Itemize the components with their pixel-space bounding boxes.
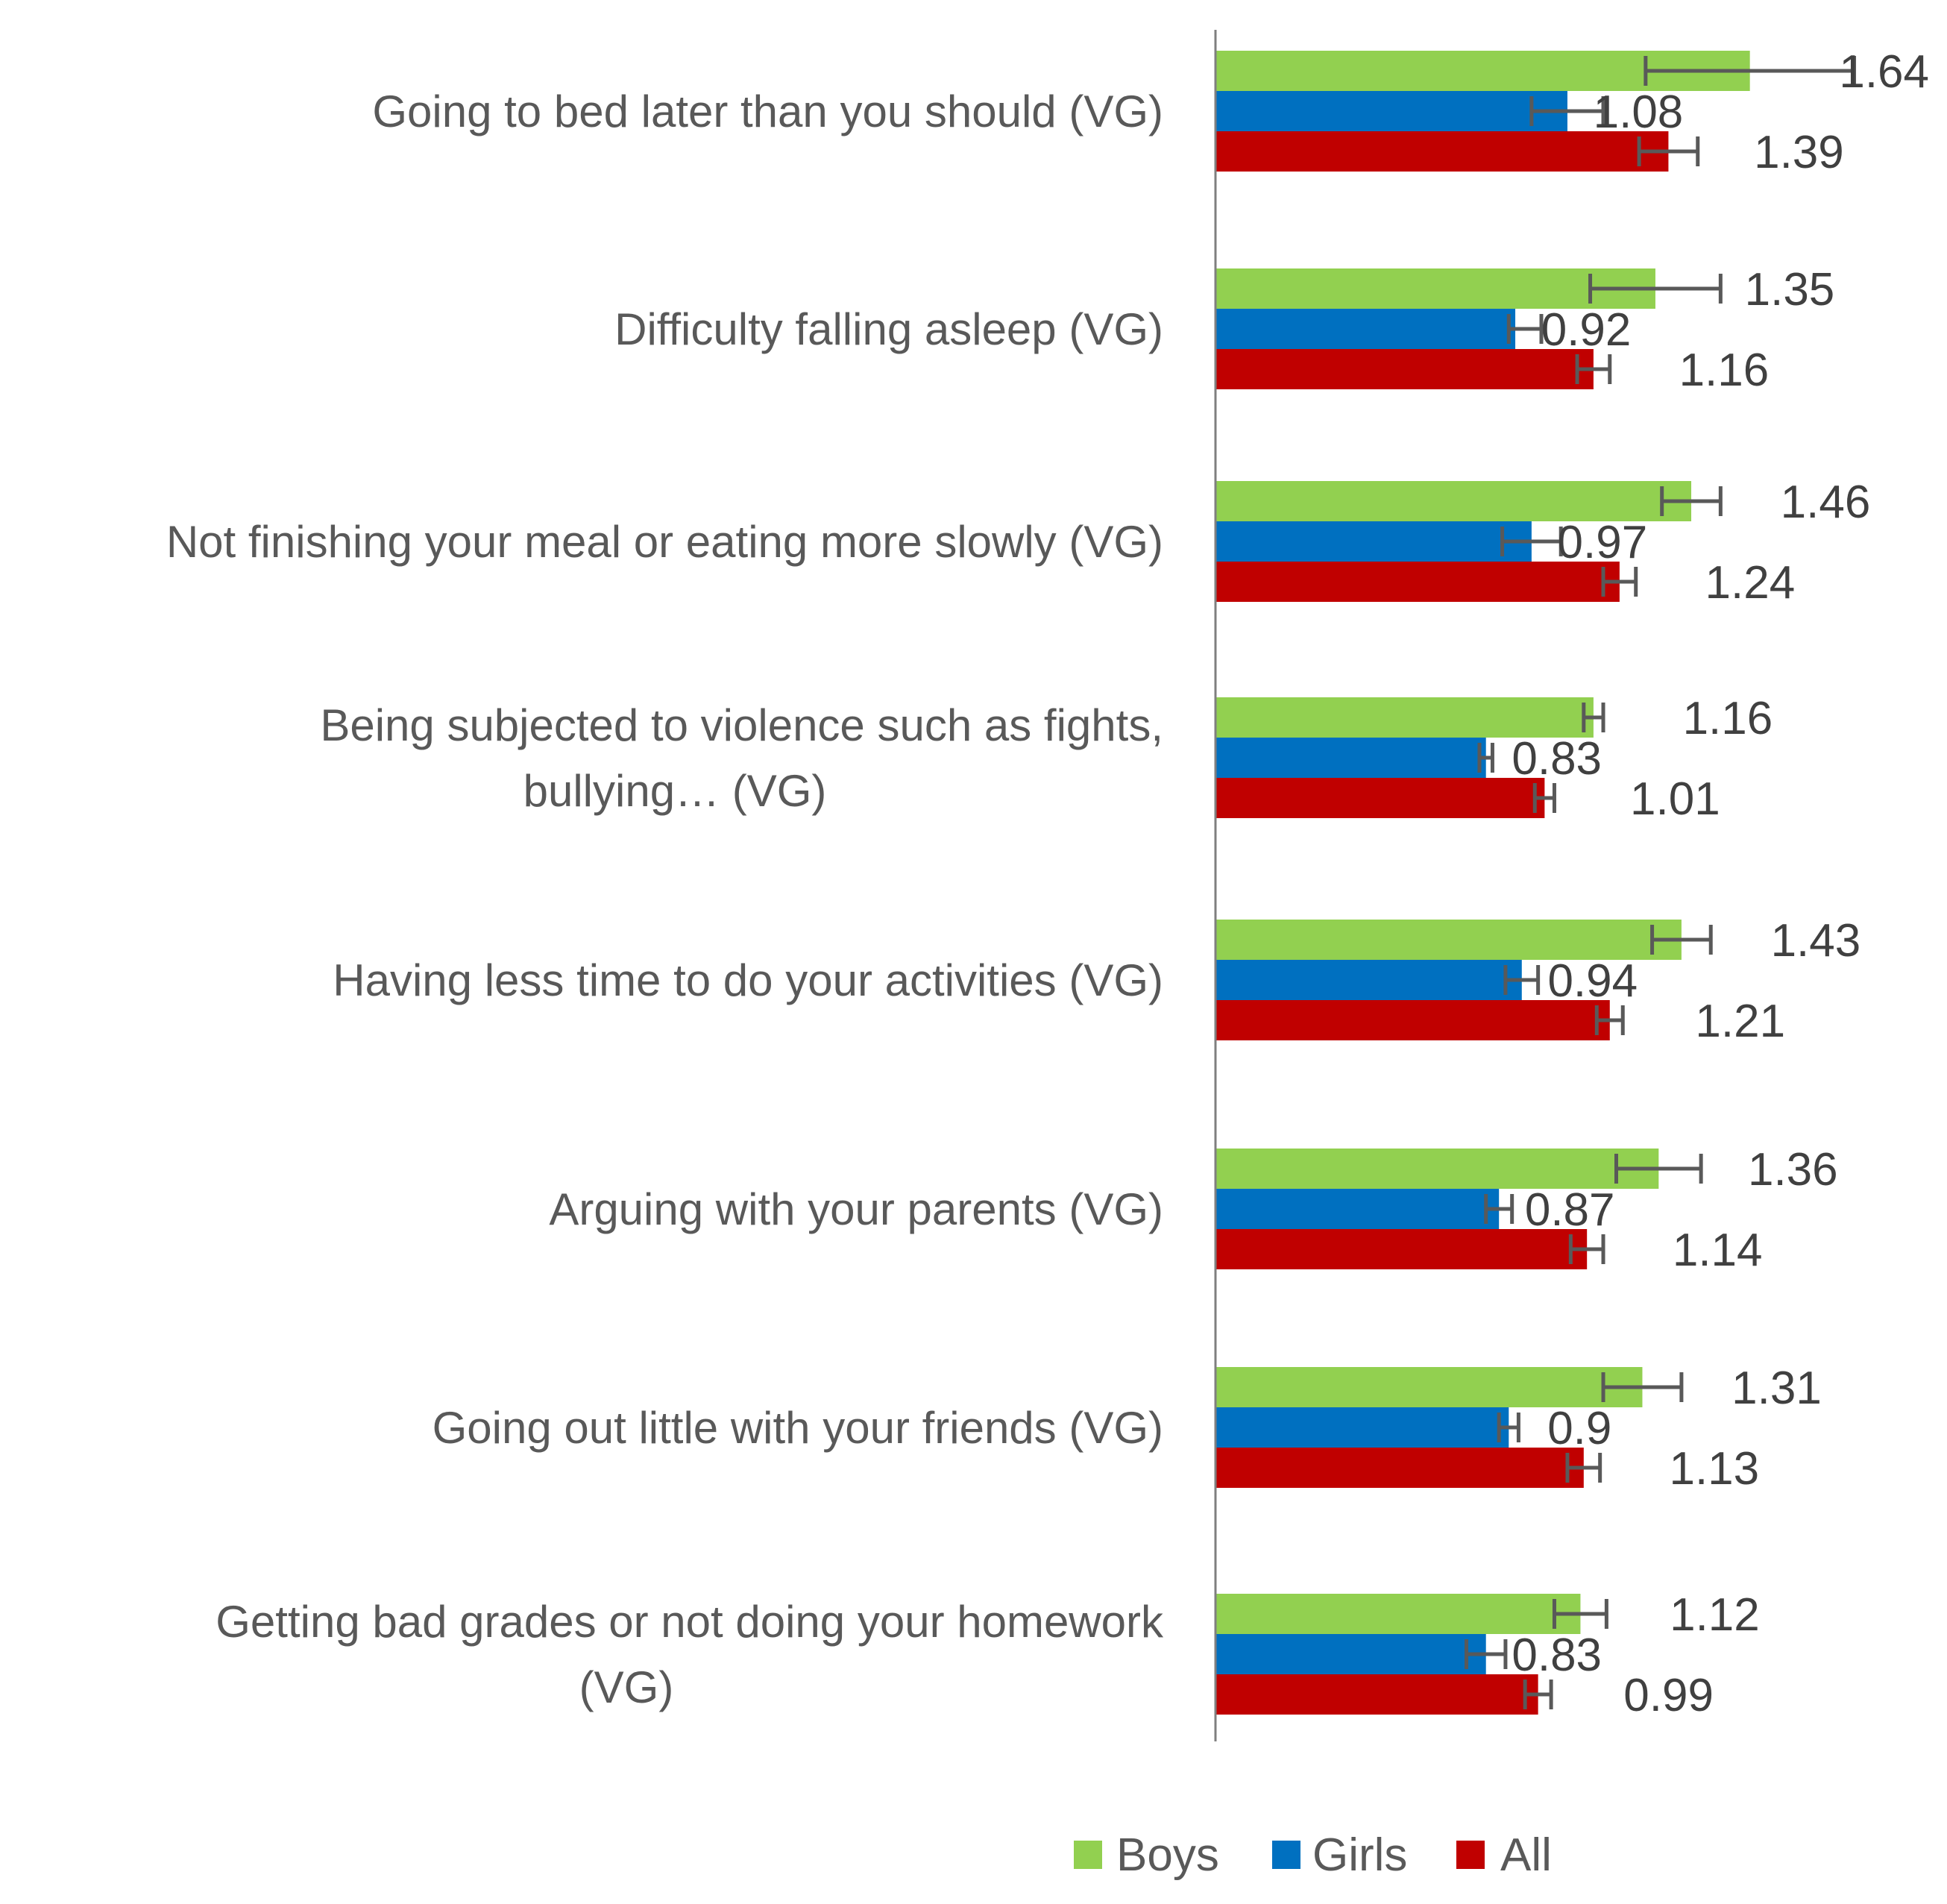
bars-layer xyxy=(1215,51,1750,1715)
error-bar-all-3 xyxy=(1532,783,1556,813)
category-label-3-line-0: Being subjected to violence such as figh… xyxy=(320,700,1163,750)
value-label-girls-4: 0.94 xyxy=(1547,955,1638,1007)
legend-swatch-boys xyxy=(1074,1841,1102,1869)
bar-all-4 xyxy=(1215,1000,1610,1040)
error-bar-boys-7 xyxy=(1552,1599,1608,1629)
bar-girls-3 xyxy=(1215,738,1486,778)
bar-all-1 xyxy=(1215,349,1594,389)
error-bar-girls-7 xyxy=(1464,1639,1508,1669)
error-bar-boys-0 xyxy=(1644,56,1857,86)
error-bars-layer xyxy=(1464,56,1857,1709)
value-label-boys-2: 1.46 xyxy=(1781,477,1871,528)
bar-all-7 xyxy=(1215,1674,1538,1715)
error-bar-boys-3 xyxy=(1582,703,1605,732)
category-label-0-line-0: Going to bed later than you should (VG) xyxy=(372,87,1163,136)
bar-boys-5 xyxy=(1215,1149,1659,1189)
error-bar-girls-2 xyxy=(1500,527,1563,556)
bar-girls-2 xyxy=(1215,521,1532,562)
value-label-boys-1: 1.35 xyxy=(1745,264,1835,315)
value-labels-layer: 1.64 1.08 1.39 1.35 0.92 1.16 1.46 0.97 1.24 1.16… xyxy=(1512,46,1929,1721)
legend-label-boys: Boys xyxy=(1116,1829,1219,1881)
value-label-all-1: 1.16 xyxy=(1679,345,1770,396)
legend-swatch-girls xyxy=(1272,1841,1300,1869)
bar-all-2 xyxy=(1215,562,1620,602)
bar-boys-7 xyxy=(1215,1594,1581,1634)
error-bar-girls-4 xyxy=(1503,965,1541,995)
bar-all-5 xyxy=(1215,1229,1588,1269)
value-label-boys-7: 1.12 xyxy=(1670,1589,1760,1641)
bar-girls-5 xyxy=(1215,1189,1500,1229)
error-bar-boys-2 xyxy=(1660,486,1723,516)
bar-boys-2 xyxy=(1215,481,1692,521)
value-label-boys-3: 1.16 xyxy=(1683,693,1773,744)
error-bar-all-4 xyxy=(1594,1005,1625,1035)
error-bar-all-0 xyxy=(1637,136,1700,166)
value-label-all-6: 1.13 xyxy=(1669,1443,1759,1495)
category-label-2-line-0: Not finishing your meal or eating more s… xyxy=(166,517,1163,567)
value-label-all-4: 1.21 xyxy=(1695,996,1785,1047)
category-label-6-line-0: Going out little with your friends (VG) xyxy=(433,1403,1163,1453)
value-label-girls-2: 0.97 xyxy=(1558,517,1648,568)
value-label-all-5: 1.14 xyxy=(1673,1225,1763,1276)
bar-all-0 xyxy=(1215,131,1669,172)
category-label-5-line-0: Arguing with your parents (VG) xyxy=(549,1184,1163,1234)
value-label-girls-5: 0.87 xyxy=(1525,1184,1615,1236)
error-bar-girls-3 xyxy=(1477,743,1494,773)
bar-boys-6 xyxy=(1215,1367,1643,1407)
error-bar-all-1 xyxy=(1575,354,1612,384)
error-bar-boys-6 xyxy=(1601,1372,1684,1402)
bar-boys-4 xyxy=(1215,920,1682,960)
value-label-girls-3: 0.83 xyxy=(1512,733,1602,785)
category-label-3-line-1: bullying… (VG) xyxy=(523,766,827,816)
error-bar-all-7 xyxy=(1523,1680,1553,1709)
value-label-all-2: 1.24 xyxy=(1705,557,1796,609)
error-bar-girls-5 xyxy=(1484,1194,1514,1224)
value-label-girls-6: 0.9 xyxy=(1547,1403,1611,1454)
value-label-boys-4: 1.43 xyxy=(1771,915,1861,967)
value-label-girls-0: 1.08 xyxy=(1594,87,1684,138)
value-label-boys-5: 1.36 xyxy=(1748,1144,1838,1196)
bar-girls-7 xyxy=(1215,1634,1486,1674)
bar-boys-3 xyxy=(1215,697,1594,738)
category-label-7-line-0: Getting bad grades or not doing your hom… xyxy=(216,1597,1164,1647)
value-label-all-7: 0.99 xyxy=(1623,1670,1714,1721)
legend: Boys Girls All xyxy=(1074,1829,1552,1881)
legend-swatch-all xyxy=(1456,1841,1485,1869)
category-label-7-line-1: (VG) xyxy=(579,1662,674,1712)
error-bar-boys-1 xyxy=(1588,274,1723,304)
error-bar-girls-0 xyxy=(1529,96,1605,126)
bar-boys-1 xyxy=(1215,268,1655,309)
error-bar-boys-5 xyxy=(1614,1154,1703,1184)
value-label-boys-6: 1.31 xyxy=(1731,1363,1822,1414)
legend-label-girls: Girls xyxy=(1312,1829,1407,1881)
error-bar-girls-6 xyxy=(1497,1413,1520,1442)
legend-label-all: All xyxy=(1500,1829,1552,1881)
error-bar-all-6 xyxy=(1565,1453,1602,1483)
bar-all-3 xyxy=(1215,778,1545,818)
bar-girls-0 xyxy=(1215,91,1567,131)
value-label-all-3: 1.01 xyxy=(1630,773,1720,825)
error-bar-all-5 xyxy=(1568,1234,1605,1264)
error-bar-all-2 xyxy=(1601,567,1638,597)
category-labels-layer: Going to bed later than you should (VG) D… xyxy=(166,87,1164,1712)
category-label-4-line-0: Having less time to do your activities (… xyxy=(333,955,1163,1005)
bar-all-6 xyxy=(1215,1448,1584,1488)
error-bar-girls-1 xyxy=(1506,314,1544,344)
bar-girls-4 xyxy=(1215,960,1522,1000)
value-label-boys-0: 1.64 xyxy=(1839,46,1929,98)
error-bar-boys-4 xyxy=(1650,925,1713,955)
category-label-1-line-0: Difficulty falling asleep (VG) xyxy=(614,304,1163,354)
value-label-girls-1: 0.92 xyxy=(1541,304,1632,356)
bar-girls-1 xyxy=(1215,309,1516,349)
bar-girls-6 xyxy=(1215,1407,1509,1448)
value-label-all-0: 1.39 xyxy=(1754,127,1844,178)
value-label-girls-7: 0.83 xyxy=(1512,1630,1602,1681)
